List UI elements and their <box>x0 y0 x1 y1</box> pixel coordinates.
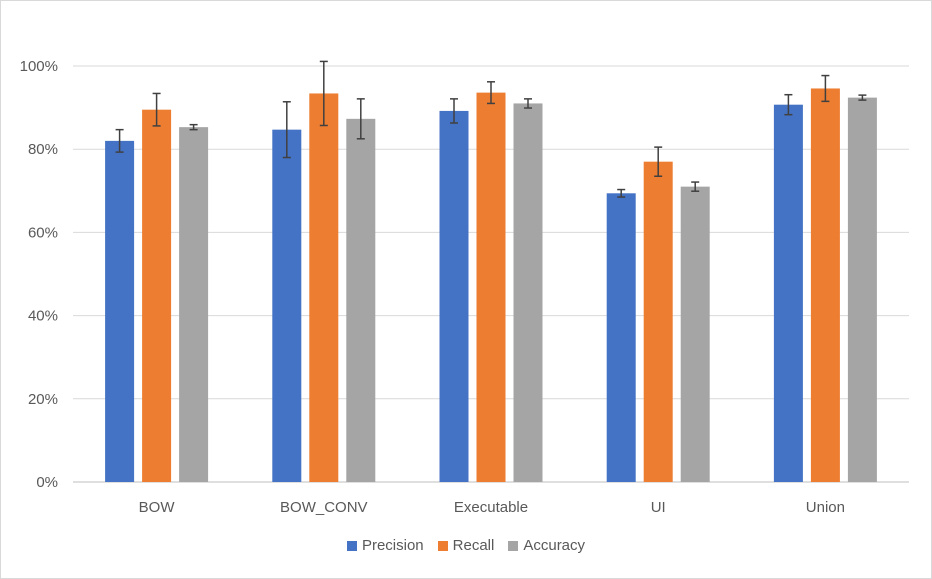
legend-item-recall: Recall <box>437 537 495 554</box>
legend-label-precision: Precision <box>361 537 424 554</box>
x-tick-label: Executable <box>454 499 528 516</box>
legend-swatch-accuracy <box>508 540 519 551</box>
bar-recall <box>142 109 172 483</box>
bar-precision <box>439 110 469 482</box>
bar-accuracy <box>847 97 877 482</box>
bar-precision <box>272 129 302 482</box>
legend-swatch-precision <box>346 540 357 551</box>
y-tick-label: 60% <box>28 224 58 241</box>
y-tick-label: 0% <box>36 474 58 491</box>
legend-label-recall: Recall <box>452 537 495 554</box>
x-tick-label: BOW <box>139 499 176 516</box>
legend-swatch-recall <box>437 540 448 551</box>
bar-precision <box>773 104 803 483</box>
bar-precision <box>606 193 636 482</box>
bar-recall <box>309 93 339 483</box>
bar-recall <box>643 161 673 482</box>
y-tick-label: 40% <box>28 308 58 325</box>
bar-recall <box>476 92 506 483</box>
x-tick-label: UI <box>651 499 666 516</box>
bar-accuracy <box>680 186 710 482</box>
y-tick-label: 20% <box>28 391 58 408</box>
x-tick-label: Union <box>806 499 845 516</box>
bar-accuracy <box>513 103 543 482</box>
legend-item-precision: Precision <box>346 537 424 554</box>
y-tick-label: 80% <box>28 141 58 158</box>
legend-label-accuracy: Accuracy <box>523 537 586 554</box>
x-tick-label: BOW_CONV <box>280 499 368 516</box>
bar-recall <box>810 88 840 483</box>
bar-accuracy <box>346 118 376 482</box>
bar-precision <box>105 140 135 482</box>
bar-accuracy <box>179 127 209 482</box>
legend-item-accuracy: Accuracy <box>508 537 585 554</box>
y-tick-label: 100% <box>20 58 58 75</box>
legend: Precision Recall Accuracy <box>1 537 931 554</box>
